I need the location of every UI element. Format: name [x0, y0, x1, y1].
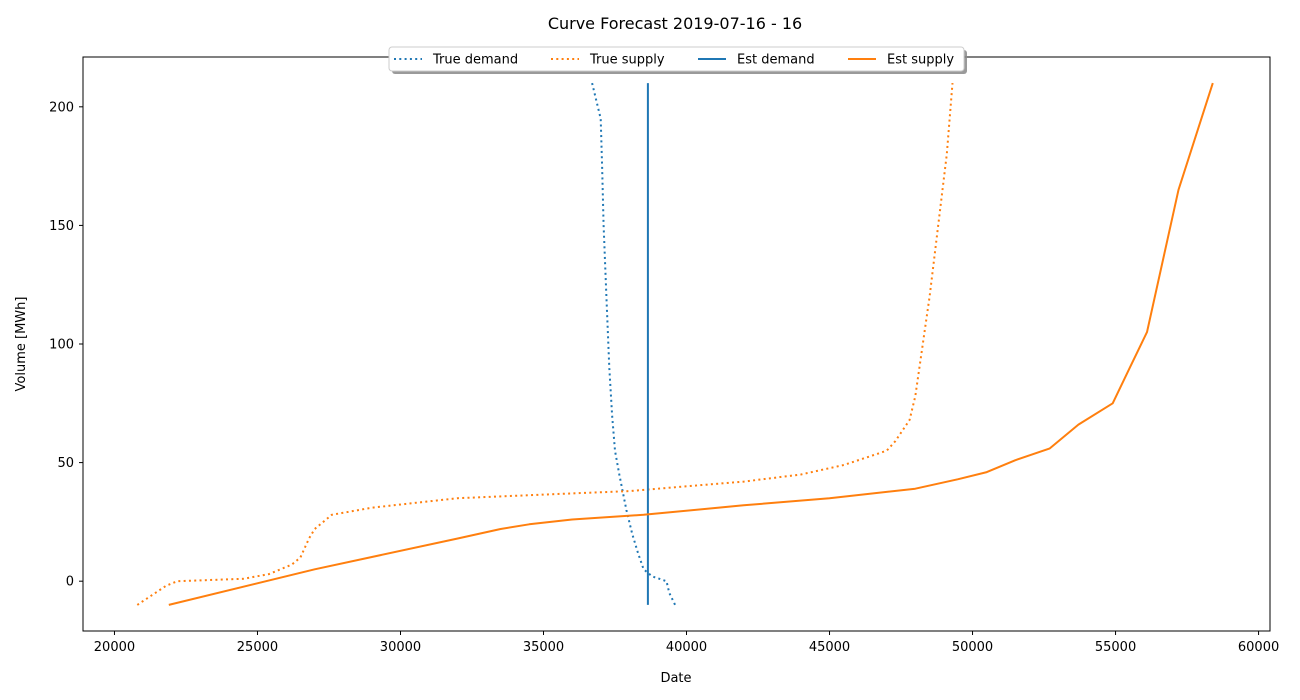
y-tick-label: 200: [49, 100, 74, 115]
series-layer: [136, 82, 1214, 606]
y-axis-title: Volume [MWh]: [14, 297, 29, 392]
legend-label: Est supply: [887, 53, 954, 68]
x-axis-title: Date: [660, 671, 691, 686]
x-tick-label: 40000: [666, 640, 707, 655]
x-axis-ticks: 20000 25000 30000 35000 40000 45000 50000 55000…: [94, 631, 1279, 655]
legend: True demand True supply Est demand Est supp…: [388, 46, 967, 74]
x-tick-label: 35000: [523, 640, 564, 655]
y-tick-label: 150: [49, 219, 74, 234]
y-axis-ticks: 0 50 100 150 200: [49, 100, 83, 590]
chart-title: Curve Forecast 2019-07-16 - 16: [548, 14, 802, 33]
x-tick-label: 25000: [237, 640, 278, 655]
x-tick-label: 55000: [1095, 640, 1136, 655]
x-tick-label: 20000: [94, 640, 135, 655]
plot-background: [83, 57, 1270, 631]
series-line-true-supply: [136, 83, 954, 606]
legend-label: Est demand: [737, 53, 815, 68]
x-tick-label: 30000: [380, 640, 421, 655]
x-tick-label: 50000: [952, 640, 993, 655]
x-tick-label: 45000: [809, 640, 850, 655]
y-tick-label: 50: [57, 456, 74, 471]
x-tick-label: 60000: [1238, 640, 1279, 655]
legend-label: True supply: [589, 53, 665, 68]
series-line-est-supply: [168, 82, 1214, 606]
series-line-true-demand: [591, 82, 676, 606]
legend-label: True demand: [432, 53, 518, 68]
y-tick-label: 0: [66, 575, 74, 590]
legend-box: [388, 46, 965, 72]
y-tick-label: 100: [49, 338, 74, 353]
